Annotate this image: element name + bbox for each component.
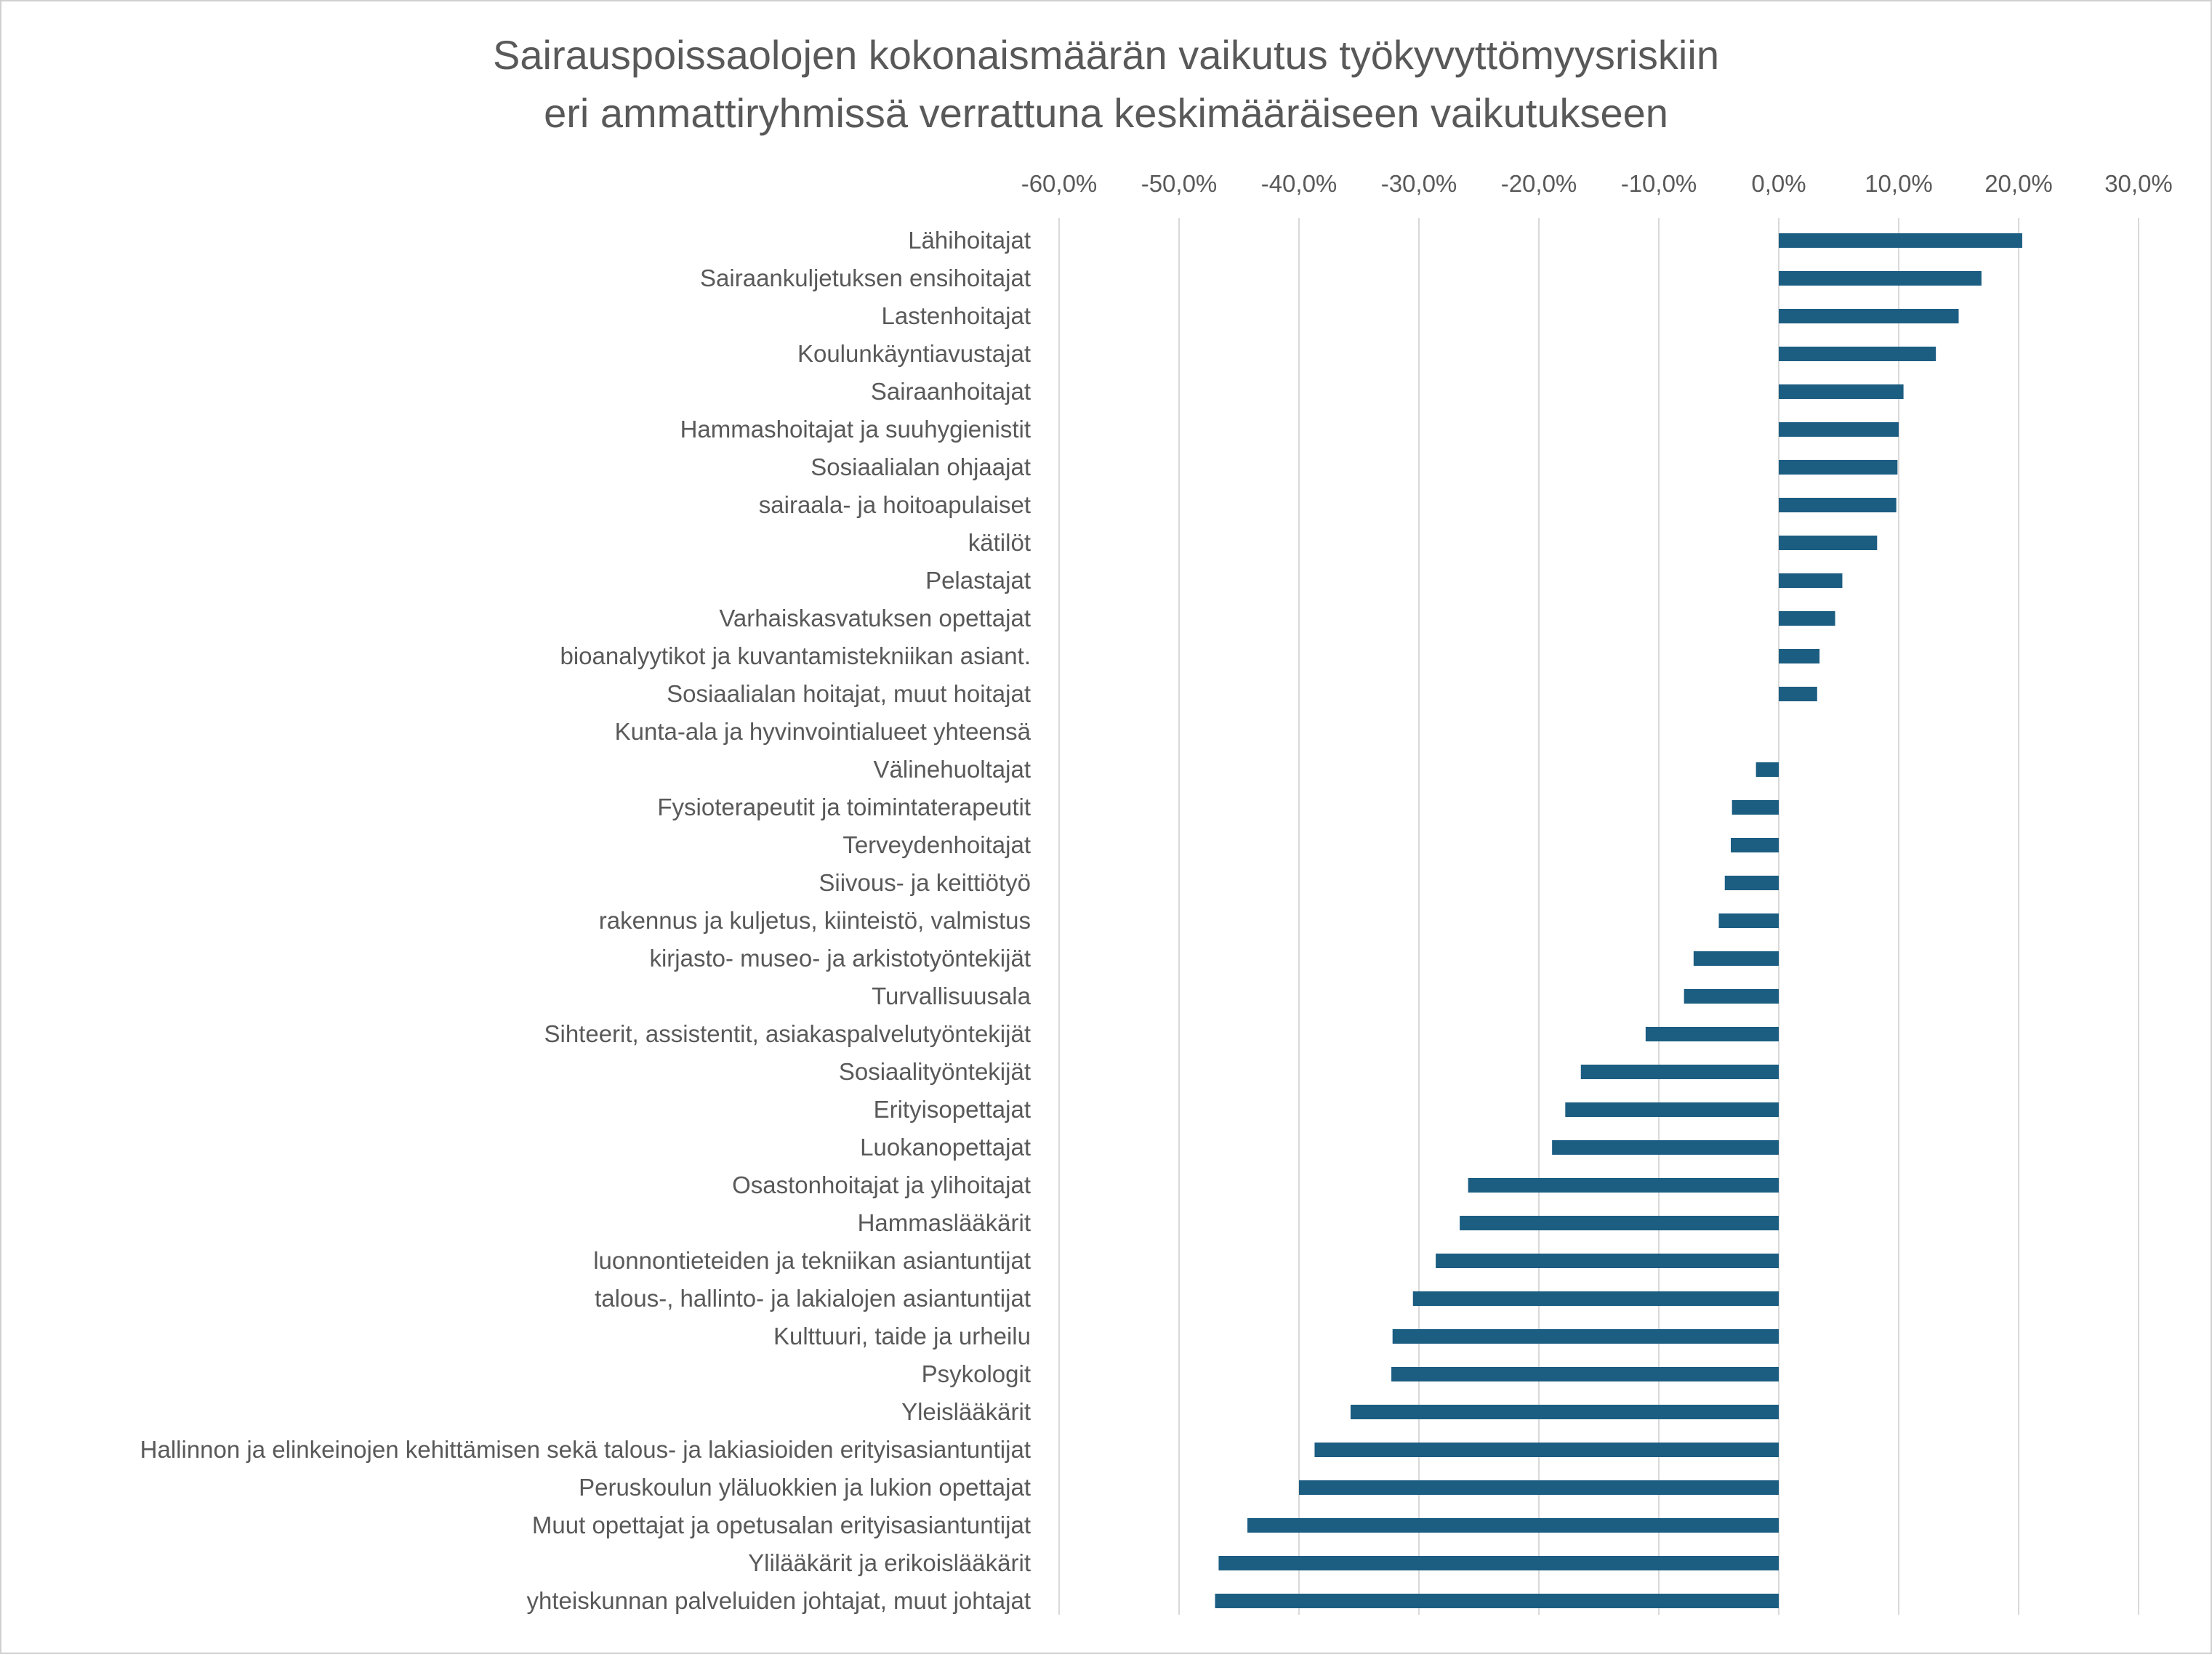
- category-label: Siivous- ja keittiötyö: [819, 869, 1031, 896]
- bar: [1779, 687, 1817, 701]
- bar: [1391, 1367, 1779, 1381]
- category-label: bioanalyytikot ja kuvantamistekniikan as…: [560, 642, 1031, 669]
- x-tick-label: 20,0%: [1984, 170, 2053, 197]
- bar: [1779, 384, 1904, 399]
- category-label: luonnontieteiden ja tekniikan asiantunti…: [593, 1247, 1031, 1274]
- category-label: Hallinnon ja elinkeinojen kehittämisen s…: [140, 1436, 1031, 1463]
- x-tick-label: -20,0%: [1501, 170, 1577, 197]
- category-labels: Lähihoitajat Sairaankuljetuksen ensihoita…: [140, 227, 1031, 1614]
- gridlines: [1058, 218, 2139, 1615]
- bar: [1645, 1027, 1779, 1041]
- category-label: talous-, hallinto- ja lakialojen asiantu…: [595, 1285, 1031, 1312]
- bar: [1718, 913, 1779, 928]
- x-tick-label: -40,0%: [1261, 170, 1338, 197]
- category-label: Sihteerit, assistentit, asiakaspalveluty…: [544, 1020, 1031, 1047]
- category-label: Lähihoitajat: [908, 227, 1031, 254]
- bar: [1580, 1065, 1779, 1079]
- category-label: Varhaiskasvatuksen opettajat: [719, 605, 1031, 632]
- x-axis-tick-labels: -60,0% -50,0% -40,0% -30,0% -20,0% -10,0% 0,0%…: [1021, 170, 2173, 197]
- category-label: yhteiskunnan palveluiden johtajat, muut …: [527, 1587, 1031, 1614]
- bar: [1724, 876, 1779, 890]
- category-label: Turvallisuusala: [872, 983, 1031, 1009]
- chart-title-line-1: Sairauspoissaolojen kokonaismäärän vaiku…: [493, 32, 1719, 78]
- category-label: Sairaankuljetuksen ensihoitajat: [700, 265, 1031, 291]
- category-label: Hammashoitajat ja suuhygienistit: [680, 416, 1031, 443]
- x-tick-label: -30,0%: [1381, 170, 1457, 197]
- x-tick-label: -10,0%: [1621, 170, 1697, 197]
- category-label: Terveydenhoitajat: [842, 831, 1031, 858]
- bar: [1779, 422, 1899, 437]
- category-label: Osastonhoitajat ja ylihoitajat: [732, 1171, 1031, 1198]
- x-tick-label: 10,0%: [1865, 170, 1933, 197]
- bar: [1779, 649, 1820, 663]
- category-label: Kulttuuri, taide ja urheilu: [773, 1323, 1031, 1350]
- bar: [1247, 1518, 1779, 1533]
- bar: [1779, 347, 1936, 361]
- category-label: Sosiaalialan ohjaajat: [811, 453, 1031, 480]
- category-label: Sairaanhoitajat: [871, 378, 1031, 405]
- category-label: kirjasto- museo- ja arkistotyöntekijät: [649, 945, 1031, 972]
- bar: [1468, 1178, 1779, 1193]
- category-label: Luokanopettajat: [860, 1134, 1031, 1161]
- bar: [1684, 989, 1779, 1004]
- category-label: Yleislääkärit: [901, 1398, 1031, 1425]
- category-label: Hammaslääkärit: [858, 1209, 1031, 1236]
- category-label: Peruskoulun yläluokkien ja lukion opetta…: [579, 1474, 1031, 1501]
- bar: [1755, 762, 1779, 777]
- category-label: Lastenhoitajat: [882, 302, 1031, 329]
- bar: [1779, 460, 1898, 475]
- bar: [1693, 951, 1779, 966]
- chart-title: Sairauspoissaolojen kokonaismäärän vaiku…: [0, 26, 2212, 142]
- bar: [1299, 1480, 1779, 1495]
- bar: [1565, 1102, 1779, 1117]
- bar: [1350, 1405, 1779, 1419]
- x-tick-label: -50,0%: [1141, 170, 1218, 197]
- bar: [1731, 838, 1779, 852]
- x-tick-label: 0,0%: [1751, 170, 1806, 197]
- category-label: Pelastajat: [925, 567, 1031, 594]
- category-label: Koulunkäyntiavustajat: [797, 340, 1031, 367]
- category-label: Muut opettajat ja opetusalan erityisasia…: [532, 1512, 1031, 1538]
- bar: [1552, 1140, 1779, 1155]
- category-label: Psykologit: [922, 1360, 1031, 1387]
- category-label: kätilöt: [968, 529, 1031, 556]
- bar: [1392, 1329, 1779, 1344]
- category-label: Erityisopettajat: [874, 1096, 1031, 1123]
- bar: [1779, 573, 1843, 588]
- x-tick-label: -60,0%: [1021, 170, 1098, 197]
- chart-title-line-2: eri ammattiryhmissä verrattuna keskimäär…: [544, 90, 1668, 136]
- bars: [1215, 233, 2022, 1608]
- bar: [1779, 611, 1835, 626]
- bar: [1218, 1556, 1779, 1570]
- bar: [1779, 233, 2022, 248]
- category-label: Sosiaalityöntekijät: [839, 1058, 1031, 1085]
- category-label: sairaala- ja hoitoapulaiset: [759, 491, 1031, 518]
- bar: [1779, 271, 1982, 286]
- x-tick-label: 30,0%: [2104, 170, 2173, 197]
- category-label: Välinehuoltajat: [874, 756, 1031, 783]
- category-label: Sosiaalialan hoitajat, muut hoitajat: [667, 680, 1031, 707]
- bar: [1779, 309, 1959, 323]
- bar: [1314, 1443, 1779, 1457]
- bar: [1412, 1291, 1779, 1306]
- bar: [1779, 536, 1878, 550]
- category-label: Kunta-ala ja hyvinvointialueet yhteensä: [615, 718, 1031, 745]
- category-label: rakennus ja kuljetus, kiinteistö, valmis…: [599, 907, 1031, 934]
- bar: [1460, 1216, 1779, 1230]
- category-label: Ylilääkärit ja erikoislääkärit: [748, 1549, 1031, 1576]
- bar: [1436, 1254, 1779, 1268]
- bar: [1215, 1594, 1779, 1608]
- bar: [1732, 800, 1779, 815]
- bar: [1779, 498, 1897, 512]
- category-label: Fysioterapeutit ja toimintaterapeutit: [657, 794, 1031, 820]
